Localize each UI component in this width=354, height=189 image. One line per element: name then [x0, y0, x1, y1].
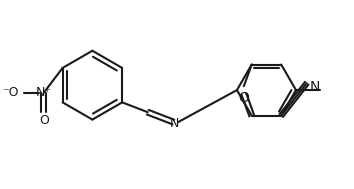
- Text: N: N: [310, 80, 320, 94]
- Text: O: O: [39, 114, 49, 127]
- Text: O: O: [238, 91, 249, 105]
- Text: ⁻O: ⁻O: [2, 86, 18, 99]
- Text: N⁺: N⁺: [36, 86, 52, 99]
- Text: N: N: [170, 117, 179, 129]
